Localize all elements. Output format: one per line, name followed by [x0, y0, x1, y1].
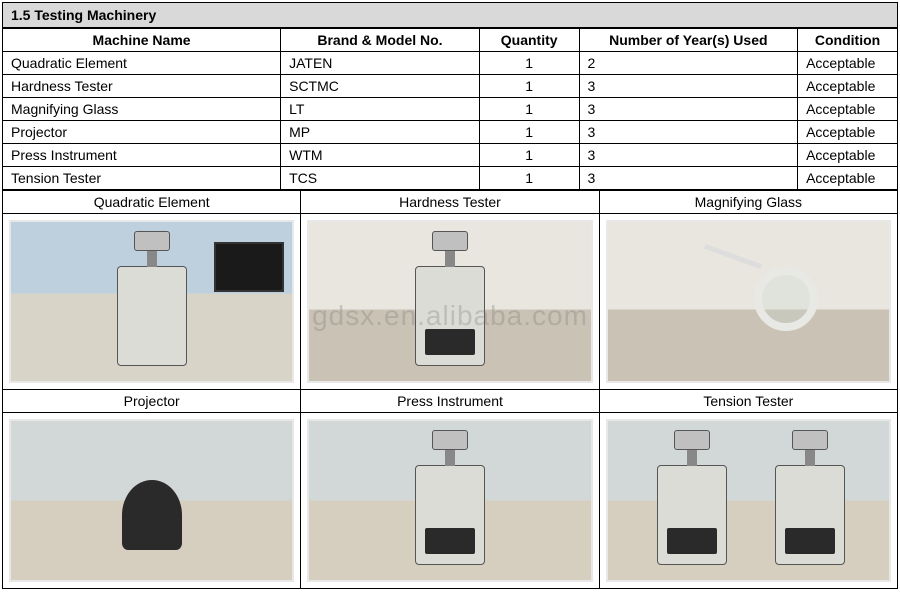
cell-qty: 1	[479, 98, 579, 121]
gallery-image-projector	[3, 413, 301, 589]
cell-years: 3	[579, 75, 798, 98]
cell-qty: 1	[479, 144, 579, 167]
col-header-cond: Condition	[798, 29, 898, 52]
gallery-label: Projector	[3, 390, 301, 413]
gallery-label: Quadratic Element	[3, 191, 301, 214]
gallery-label: Tension Tester	[599, 390, 897, 413]
gallery-table: Quadratic Element Hardness Tester Magnif…	[2, 190, 898, 589]
gallery-image-press	[301, 413, 599, 589]
col-header-name: Machine Name	[3, 29, 281, 52]
table-header-row: Machine Name Brand & Model No. Quantity …	[3, 29, 898, 52]
cell-years: 2	[579, 52, 798, 75]
cell-brand: WTM	[281, 144, 480, 167]
cell-cond: Acceptable	[798, 167, 898, 190]
cell-years: 3	[579, 144, 798, 167]
cell-name: Quadratic Element	[3, 52, 281, 75]
table-row: Quadratic ElementJATEN12Acceptable	[3, 52, 898, 75]
cell-qty: 1	[479, 52, 579, 75]
cell-brand: TCS	[281, 167, 480, 190]
gallery-label: Hardness Tester	[301, 191, 599, 214]
table-row: Magnifying GlassLT13Acceptable	[3, 98, 898, 121]
gallery-image-quadratic	[3, 214, 301, 390]
cell-brand: LT	[281, 98, 480, 121]
cell-brand: SCTMC	[281, 75, 480, 98]
cell-cond: Acceptable	[798, 121, 898, 144]
cell-name: Press Instrument	[3, 144, 281, 167]
cell-brand: MP	[281, 121, 480, 144]
table-row: Tension TesterTCS13Acceptable	[3, 167, 898, 190]
gallery-label: Press Instrument	[301, 390, 599, 413]
cell-name: Hardness Tester	[3, 75, 281, 98]
table-row: Hardness TesterSCTMC13Acceptable	[3, 75, 898, 98]
section-title: 1.5 Testing Machinery	[11, 7, 156, 23]
gallery-image-tension	[599, 413, 897, 589]
cell-name: Magnifying Glass	[3, 98, 281, 121]
cell-cond: Acceptable	[798, 75, 898, 98]
cell-years: 3	[579, 167, 798, 190]
table-row: Press InstrumentWTM13Acceptable	[3, 144, 898, 167]
cell-cond: Acceptable	[798, 144, 898, 167]
cell-cond: Acceptable	[798, 98, 898, 121]
cell-name: Projector	[3, 121, 281, 144]
cell-years: 3	[579, 121, 798, 144]
col-header-years: Number of Year(s) Used	[579, 29, 798, 52]
cell-cond: Acceptable	[798, 52, 898, 75]
cell-name: Tension Tester	[3, 167, 281, 190]
cell-qty: 1	[479, 121, 579, 144]
section-header: 1.5 Testing Machinery	[2, 2, 898, 28]
gallery-image-hardness	[301, 214, 599, 390]
cell-years: 3	[579, 98, 798, 121]
table-row: ProjectorMP13Acceptable	[3, 121, 898, 144]
gallery-image-magnifying	[599, 214, 897, 390]
cell-brand: JATEN	[281, 52, 480, 75]
cell-qty: 1	[479, 167, 579, 190]
gallery-label: Magnifying Glass	[599, 191, 897, 214]
col-header-qty: Quantity	[479, 29, 579, 52]
cell-qty: 1	[479, 75, 579, 98]
machinery-table: Machine Name Brand & Model No. Quantity …	[2, 28, 898, 190]
col-header-brand: Brand & Model No.	[281, 29, 480, 52]
